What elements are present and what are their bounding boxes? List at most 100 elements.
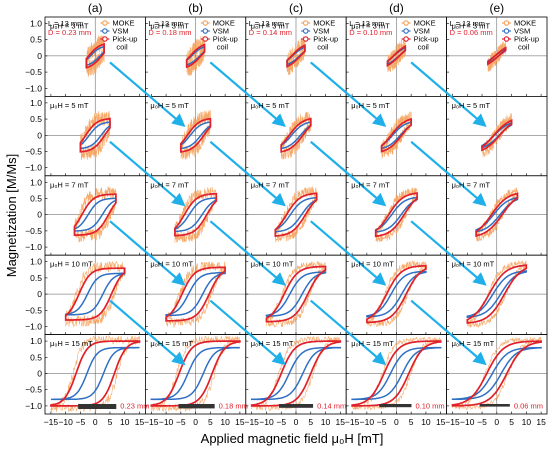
legend-label: VSM	[514, 27, 530, 36]
moke-series	[180, 110, 211, 160]
x-tick-label: 15	[135, 417, 145, 427]
x-tick-label: 5	[108, 417, 113, 427]
legend-label: VSM	[213, 27, 229, 36]
legend-marker	[302, 36, 309, 42]
x-tick-label: 15	[235, 417, 245, 427]
vsm-series	[466, 270, 528, 319]
vsm-series	[451, 346, 542, 401]
length-label: L = 13 mm	[48, 19, 83, 28]
x-tick-label: −15	[44, 417, 59, 427]
panel-c-4	[245, 254, 347, 335]
panel-e-4	[446, 254, 548, 335]
y-tick-label: −1.0	[25, 401, 42, 411]
cyan-arrow	[109, 299, 186, 366]
panel-b-3	[144, 175, 247, 256]
legend-label: VSM	[313, 27, 329, 36]
x-tick-label: 5	[509, 417, 514, 427]
pickup-coil-series	[265, 265, 327, 323]
vsm-series	[50, 346, 140, 401]
legend-marker	[503, 20, 510, 26]
panel-a-5	[44, 334, 146, 415]
y-tick-label: 1.0	[30, 177, 42, 187]
diameter-label: D = 0.10 mm	[349, 28, 392, 37]
y-tick-label: 0.5	[30, 114, 42, 124]
x-tick-label: −15	[144, 417, 159, 427]
legend-marker	[202, 20, 209, 26]
cyan-arrow	[109, 220, 186, 286]
scale-label: 0.14 mm	[317, 402, 346, 411]
panel-d-2	[345, 96, 448, 177]
pickup-coil-series	[475, 192, 519, 238]
x-axis-title: Applied magnetic field μ₀H [mT]	[201, 431, 384, 446]
pickup-coil-series	[274, 192, 318, 237]
cyan-arrow	[109, 140, 186, 207]
length-label: L = 13 mm	[349, 19, 384, 28]
x-tick-label: 0	[494, 417, 499, 427]
field-label: μ₀H = 10 mT	[452, 260, 495, 269]
y-tick-label: −0.5	[25, 226, 42, 236]
y-tick-label: 0.5	[30, 35, 42, 45]
legend-marker	[102, 36, 108, 42]
field-label: μ₀H = 7 mT	[150, 180, 189, 189]
scale-label: 0.18 mm	[219, 402, 248, 411]
pickup-coil-series	[366, 264, 427, 324]
legend-label: coil	[418, 43, 430, 52]
panel-d-3	[345, 175, 448, 256]
legend-marker	[102, 20, 108, 26]
legend-label: MOKE	[514, 19, 536, 28]
panel-b-4	[144, 254, 247, 335]
y-tick-label: 0	[37, 51, 42, 61]
moke-series	[165, 261, 226, 329]
x-tick-label: −5	[477, 417, 487, 427]
wire-scale-bar	[178, 404, 215, 409]
wire-scale-bar	[278, 404, 314, 408]
x-tick-label: 10	[220, 417, 230, 427]
legend-marker	[202, 28, 209, 34]
field-label: μ₀H = 5 mT	[150, 101, 189, 110]
panel-a-4	[44, 254, 146, 335]
y-tick-label: −1.0	[25, 242, 42, 252]
cyan-arrow	[209, 220, 286, 286]
cyan-arrow	[410, 140, 487, 207]
length-label: L = 13 mm	[148, 19, 183, 28]
field-label: μ₀H = 10 mT	[150, 260, 193, 269]
y-tick-label: 0.5	[30, 193, 42, 203]
y-axis-title: Magnetization [M/Ms]	[4, 154, 19, 278]
legend-label: VSM	[414, 27, 430, 36]
panel-a-1	[44, 16, 146, 97]
pickup-coil-series	[165, 266, 226, 322]
y-tick-label: 0.5	[30, 273, 42, 283]
x-tick-label: 15	[536, 417, 546, 427]
x-tick-label: 0	[193, 417, 198, 427]
x-tick-label: −15	[345, 417, 360, 427]
field-label: μ₀H = 7 mT	[251, 180, 290, 189]
legend-marker	[302, 20, 309, 26]
panel-d-4	[345, 254, 448, 335]
cyan-arrow	[310, 299, 387, 366]
legend-marker	[403, 20, 409, 26]
field-label: μ₀H = 15 mT	[452, 339, 495, 348]
pickup-coil-series	[487, 46, 507, 66]
y-tick-label: 0	[37, 368, 42, 378]
cyan-arrow	[310, 140, 387, 207]
field-label: μ₀H = 15 mT	[251, 339, 294, 348]
column-label: (a)	[88, 1, 103, 15]
legend-label: MOKE	[414, 19, 436, 28]
field-label: μ₀H = 3 mT	[351, 22, 390, 31]
wire-scale-bar	[379, 404, 412, 408]
cyan-arrow	[209, 140, 286, 207]
pickup-coil-series	[280, 117, 312, 153]
x-tick-label: −15	[244, 417, 259, 427]
scale-label: 0.06 mm	[514, 402, 543, 411]
x-tick-label: 10	[421, 417, 431, 427]
y-tick-label: 0	[37, 130, 42, 140]
legend-marker	[403, 28, 409, 34]
vsm-series	[351, 346, 442, 401]
x-tick-label: −10	[259, 417, 274, 427]
legend-label: VSM	[112, 27, 128, 36]
x-tick-label: 5	[208, 417, 213, 427]
cyan-arrow	[109, 61, 186, 127]
x-tick-label: −10	[360, 417, 375, 427]
x-tick-label: 5	[409, 417, 414, 427]
